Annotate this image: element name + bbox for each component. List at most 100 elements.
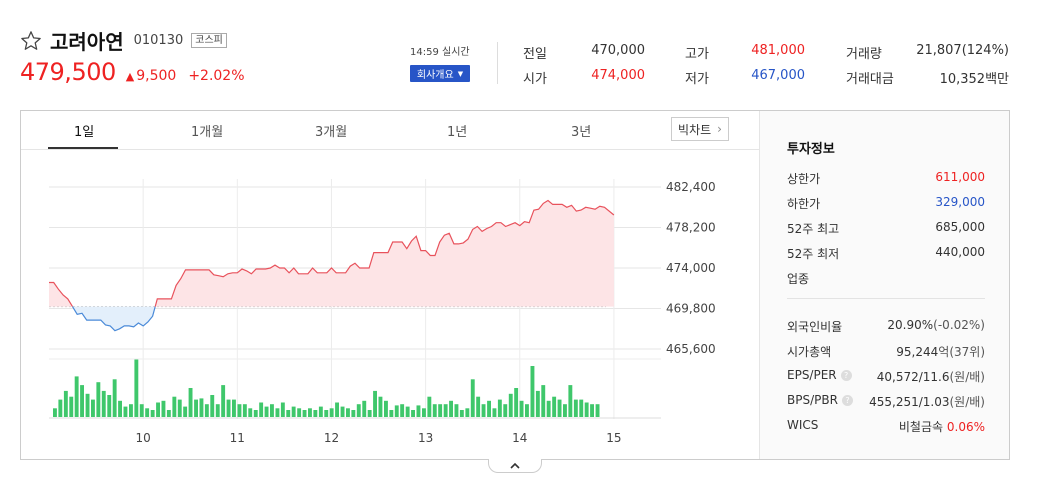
volume-bar xyxy=(215,404,220,417)
side-row-value-text: 455,251/1.03 xyxy=(869,395,950,409)
volume-bar xyxy=(161,400,166,417)
volume-bar xyxy=(242,404,247,417)
side-row-label-text: BPS/PBR xyxy=(787,393,838,407)
volume-bar xyxy=(432,404,437,417)
volume-bar xyxy=(584,402,589,417)
y-tick-label: 465,600 xyxy=(666,342,716,356)
volume-bar xyxy=(199,398,204,417)
side-row-label: 52주 최고 xyxy=(787,222,840,236)
volume-bar xyxy=(270,404,274,417)
side-row-label-text: EPS/PER xyxy=(787,368,837,382)
quote-label: 시가 xyxy=(523,72,547,87)
volume-bar xyxy=(96,382,101,417)
collapse-button[interactable] xyxy=(488,459,542,473)
side-row-label: EPS/PER? xyxy=(787,368,852,385)
help-icon[interactable]: ? xyxy=(840,370,852,381)
side-row-extra: (원/배) xyxy=(949,395,986,409)
side-row-value: 95,244억(37위) xyxy=(896,343,985,360)
side-row-label: 업종 xyxy=(787,272,810,286)
volume-bar xyxy=(129,404,133,417)
price-chart: 482,400 478,200 474,000 469,800 465,600 10 11 1… xyxy=(49,179,716,445)
help-icon[interactable]: ? xyxy=(841,395,853,406)
big-chart-button[interactable]: 빅차트 › xyxy=(671,117,729,141)
volume-bar xyxy=(438,404,443,417)
chevron-right-icon: › xyxy=(717,122,722,136)
volume-bar xyxy=(80,385,84,417)
side-row: 상한가 611,000 xyxy=(787,170,985,187)
price-area-up xyxy=(49,282,73,307)
side-row-label-text: 외국인비율 xyxy=(787,320,843,334)
volume-bar xyxy=(297,408,302,417)
price-change-value: 9,500 xyxy=(136,68,177,84)
star-icon[interactable] xyxy=(20,30,42,52)
side-row: 시가총액 95,244억(37위) xyxy=(787,343,985,360)
volume-bar xyxy=(259,402,264,417)
volume-bar xyxy=(221,385,226,417)
volume-bar xyxy=(492,408,497,417)
side-row-label: 하한가 xyxy=(787,197,821,211)
volume-bar xyxy=(351,410,356,417)
tab-3month[interactable]: 3개월 xyxy=(315,125,348,140)
volume-bar xyxy=(313,410,318,417)
volume-bar xyxy=(85,393,90,417)
volume-bar xyxy=(405,406,410,417)
x-tick-label: 10 xyxy=(136,431,151,445)
volume-bar xyxy=(308,408,312,417)
side-row-value: 685,000 xyxy=(935,220,985,234)
side-row: 52주 최고 685,000 xyxy=(787,220,985,237)
volume-bar xyxy=(139,404,144,417)
side-row-label: 시가총액 xyxy=(787,343,831,360)
volume-bar xyxy=(519,400,524,417)
price-line-up xyxy=(154,199,615,307)
volume-bar xyxy=(530,366,535,417)
volume-bar xyxy=(156,402,160,417)
side-row-extra: 억(37위) xyxy=(938,345,985,359)
volume-bar xyxy=(400,404,405,417)
price-row: 479,500 ▲ 9,500 +2.02% xyxy=(20,58,245,86)
up-triangle-icon: ▲ xyxy=(125,70,135,83)
tab-3year[interactable]: 3년 xyxy=(571,125,592,140)
side-row: 외국인비율 20.90%(-0.02%) xyxy=(787,318,985,335)
volume-bar xyxy=(514,388,519,417)
volume-bar xyxy=(497,399,502,417)
x-tick-label: 14 xyxy=(512,431,527,445)
volume-bar xyxy=(183,406,188,417)
volume-bar xyxy=(427,396,432,417)
dropdown-arrow-icon: ▼ xyxy=(457,69,464,78)
volume-bar xyxy=(145,408,150,417)
volume-bar xyxy=(541,385,546,417)
volume-bar xyxy=(394,405,399,417)
volume-bar xyxy=(123,406,128,417)
chevron-up-icon xyxy=(510,462,520,469)
quote-label: 고가 xyxy=(685,47,709,62)
volume-bar xyxy=(237,404,242,417)
volume-bar xyxy=(579,399,584,417)
tab-1month[interactable]: 1개월 xyxy=(191,125,224,140)
volume-bar xyxy=(443,404,448,417)
quote-value: 10,352백만 xyxy=(900,68,1009,87)
tab-1year[interactable]: 1년 xyxy=(447,125,468,140)
volume-bar xyxy=(188,388,193,417)
price-line-up xyxy=(49,281,74,307)
volume-bar xyxy=(329,408,334,417)
x-tick-label: 11 xyxy=(230,431,245,445)
volume-bar xyxy=(340,406,345,417)
volume-bar xyxy=(248,408,253,417)
volume-bar xyxy=(411,410,415,417)
volume-bar xyxy=(508,393,513,417)
volume-bar xyxy=(134,359,139,417)
side-row: 하한가 329,000 xyxy=(787,195,985,212)
x-tick-label: 13 xyxy=(418,431,433,445)
volume-bar xyxy=(459,410,464,417)
big-chart-label: 빅차트 xyxy=(678,122,712,137)
side-row-label: 외국인비율 xyxy=(787,318,842,335)
volume-bar xyxy=(335,402,339,417)
volume-bar xyxy=(264,406,269,417)
side-row-label-text: WICS xyxy=(787,418,819,432)
volume-bar xyxy=(470,379,475,417)
tab-1day[interactable]: 1일 xyxy=(74,125,95,140)
company-overview-button[interactable]: 회사개요 ▼ xyxy=(410,65,470,82)
side-row: WICS 비철금속 0.06% xyxy=(787,418,985,435)
chart-panel: 1일 1개월 3개월 1년 3년 빅차트 › 482,400 478,200 474,… xyxy=(20,110,1010,460)
market-badge: 코스피 xyxy=(191,33,227,48)
